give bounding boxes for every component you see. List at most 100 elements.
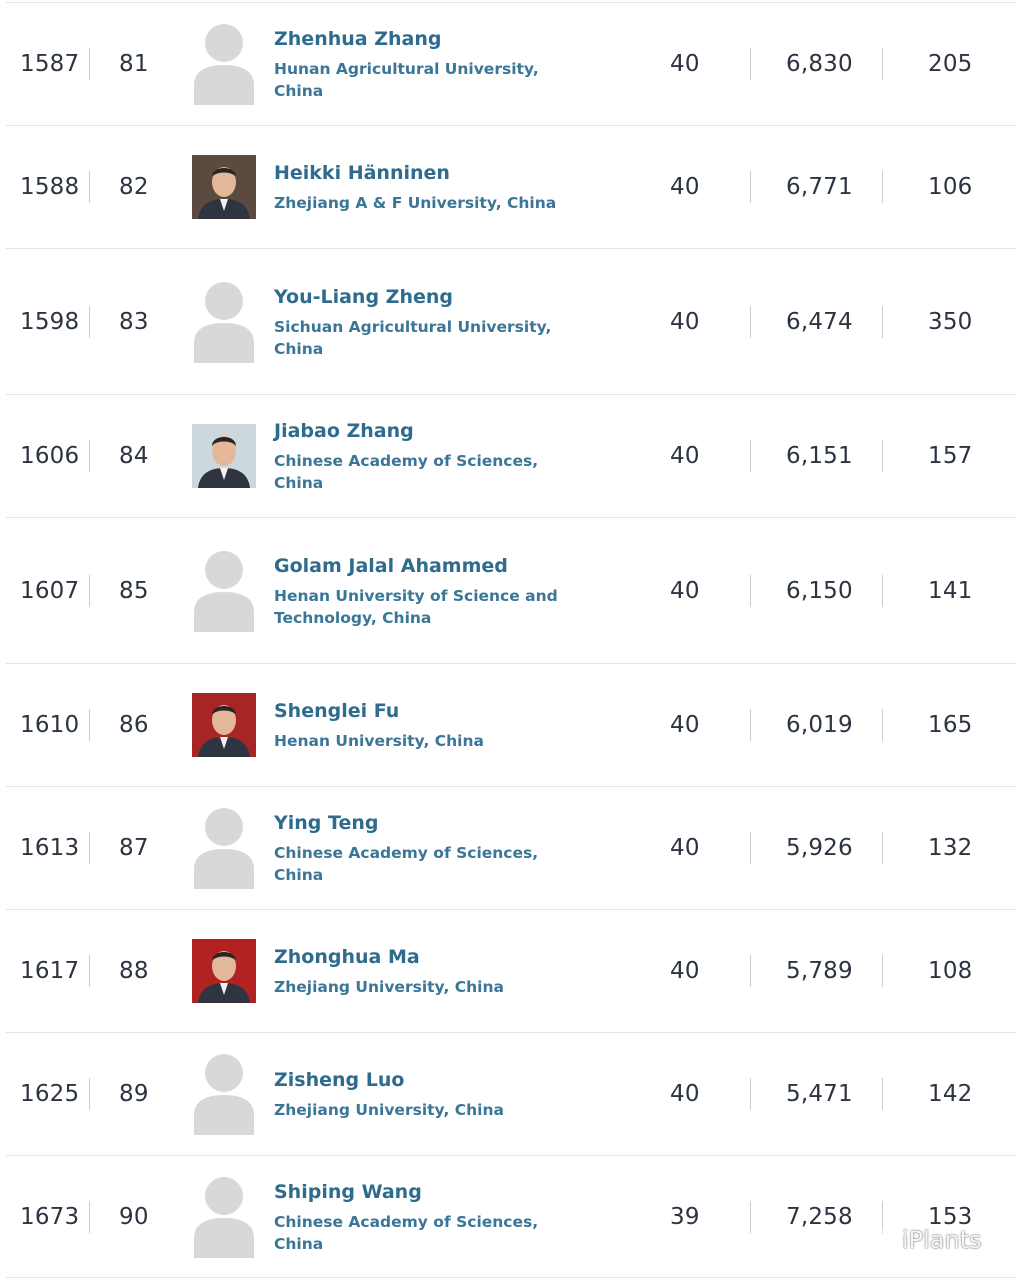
column-divider <box>882 305 883 338</box>
scientist-name-link[interactable]: Zisheng Luo <box>274 1069 405 1091</box>
column-divider <box>882 832 883 864</box>
world-rank: 1607 <box>20 577 80 604</box>
scientist-info: Shenglei Fu Henan University, China <box>274 698 584 752</box>
affiliation-link[interactable]: Chinese Academy of Sciences, China <box>274 452 539 492</box>
h-index-value: 40 <box>670 958 700 984</box>
avatar-photo-icon <box>192 155 256 219</box>
table-row: 1606 84 Jiabao Zhang Chinese Academy of Sci… <box>6 394 1016 517</box>
national-rank: 83 <box>119 308 149 335</box>
scientist-info: You-Liang Zheng Sichuan Agricultural Univ… <box>274 284 584 360</box>
national-rank: 90 <box>119 1203 149 1230</box>
world-rank: 1588 <box>20 174 80 200</box>
column-divider <box>750 1078 751 1110</box>
avatar[interactable] <box>192 1053 256 1135</box>
publications-value: 141 <box>928 577 973 604</box>
national-rank: 82 <box>119 174 149 200</box>
column-divider <box>750 1200 751 1233</box>
column-divider <box>750 305 751 338</box>
column-divider <box>89 574 90 607</box>
world-rank: 1673 <box>20 1203 80 1230</box>
national-rank: 84 <box>119 443 149 469</box>
column-divider <box>882 48 883 80</box>
table-row: 1625 89 Zisheng Luo Zhejiang University, Ch… <box>6 1032 1016 1155</box>
table-row: 1673 90 Shiping Wang Chinese Academy of Sci… <box>6 1155 1016 1278</box>
affiliation-link[interactable]: Hunan Agricultural University, China <box>274 60 539 100</box>
scientist-name-link[interactable]: Shenglei Fu <box>274 700 400 722</box>
avatar[interactable] <box>192 693 256 757</box>
scientist-name-link[interactable]: Jiabao Zhang <box>274 420 414 442</box>
wechat-icon <box>863 1227 895 1252</box>
affiliation-link[interactable]: Zhejiang University, China <box>274 1101 504 1119</box>
citations-value: 6,150 <box>786 577 853 604</box>
affiliation-link[interactable]: Zhejiang University, China <box>274 978 504 996</box>
table-row: 1607 85 Golam Jalal Ahammed Henan Universit… <box>6 517 1016 663</box>
table-row: 1610 86 Shenglei Fu Henan University, China… <box>6 663 1016 786</box>
scientist-name-link[interactable]: Golam Jalal Ahammed <box>274 554 508 577</box>
column-divider <box>750 832 751 864</box>
national-rank: 81 <box>119 51 149 77</box>
column-divider <box>89 48 90 80</box>
avatar-placeholder-icon <box>194 550 254 632</box>
publications-value: 153 <box>928 1203 973 1230</box>
column-divider <box>89 305 90 338</box>
scientist-name-link[interactable]: Zhenhua Zhang <box>274 28 442 50</box>
affiliation-link[interactable]: Chinese Academy of Sciences, China <box>274 1212 539 1253</box>
citations-value: 5,926 <box>786 835 853 861</box>
column-divider <box>882 171 883 203</box>
scientist-name-link[interactable]: Heikki Hänninen <box>274 162 450 184</box>
scientist-name-link[interactable]: Shiping Wang <box>274 1180 422 1203</box>
column-divider <box>882 440 883 472</box>
scientist-info: Jiabao Zhang Chinese Academy of Sciences,… <box>274 418 584 494</box>
avatar-placeholder-icon <box>194 281 254 363</box>
affiliation-link[interactable]: Henan University, China <box>274 732 484 750</box>
column-divider <box>882 955 883 987</box>
scientist-name-link[interactable]: Ying Teng <box>274 812 379 834</box>
publications-value: 142 <box>928 1081 973 1107</box>
column-divider <box>882 709 883 741</box>
citations-value: 5,471 <box>786 1081 853 1107</box>
world-rank: 1606 <box>20 443 80 469</box>
avatar[interactable] <box>192 23 256 105</box>
table-row: 1613 87 Ying Teng Chinese Academy of Scienc… <box>6 786 1016 909</box>
column-divider <box>750 709 751 741</box>
table-row: 1588 82 Heikki Hänninen Zhejiang A & F Univ… <box>6 125 1016 248</box>
column-divider <box>89 1200 90 1233</box>
citations-value: 6,771 <box>786 174 853 200</box>
h-index-value: 40 <box>670 712 700 738</box>
column-divider <box>750 171 751 203</box>
table-row: 1587 81 Zhenhua Zhang Hunan Agricultural Un… <box>6 2 1016 125</box>
world-rank: 1613 <box>20 835 80 861</box>
table-row: 1617 88 Zhonghua Ma Zhejiang University, Ch… <box>6 909 1016 1032</box>
publications-value: 106 <box>928 174 973 200</box>
avatar[interactable] <box>192 424 256 488</box>
citations-value: 5,789 <box>786 958 853 984</box>
watermark: iPlants <box>862 1226 982 1254</box>
h-index-value: 40 <box>670 443 700 469</box>
avatar-placeholder-icon <box>194 1176 254 1258</box>
national-rank: 89 <box>119 1081 149 1107</box>
avatar[interactable] <box>192 807 256 889</box>
avatar-photo-icon <box>192 693 256 757</box>
scientist-info: Heikki Hänninen Zhejiang A & F University… <box>274 160 584 214</box>
column-divider <box>750 440 751 472</box>
affiliation-link[interactable]: Chinese Academy of Sciences, China <box>274 844 539 884</box>
national-rank: 85 <box>119 577 149 604</box>
scientist-name-link[interactable]: Zhonghua Ma <box>274 946 420 968</box>
publications-value: 108 <box>928 958 973 984</box>
avatar[interactable] <box>192 939 256 1003</box>
affiliation-link[interactable]: Zhejiang A & F University, China <box>274 194 557 212</box>
scientist-info: Golam Jalal Ahammed Henan University of S… <box>274 553 584 629</box>
scientist-ranking-list: 1587 81 Zhenhua Zhang Hunan Agricultural Un… <box>6 2 1016 1278</box>
scientist-info: Ying Teng Chinese Academy of Sciences, Ch… <box>274 810 584 886</box>
h-index-value: 39 <box>670 1203 700 1230</box>
affiliation-link[interactable]: Henan University of Science and Technolo… <box>274 586 558 627</box>
avatar[interactable] <box>192 1176 256 1258</box>
avatar[interactable] <box>192 281 256 363</box>
world-rank: 1587 <box>20 51 80 77</box>
citations-value: 6,151 <box>786 443 853 469</box>
citations-value: 6,474 <box>786 308 853 335</box>
affiliation-link[interactable]: Sichuan Agricultural University, China <box>274 317 552 358</box>
avatar[interactable] <box>192 155 256 219</box>
avatar[interactable] <box>192 550 256 632</box>
scientist-name-link[interactable]: You-Liang Zheng <box>274 285 453 308</box>
